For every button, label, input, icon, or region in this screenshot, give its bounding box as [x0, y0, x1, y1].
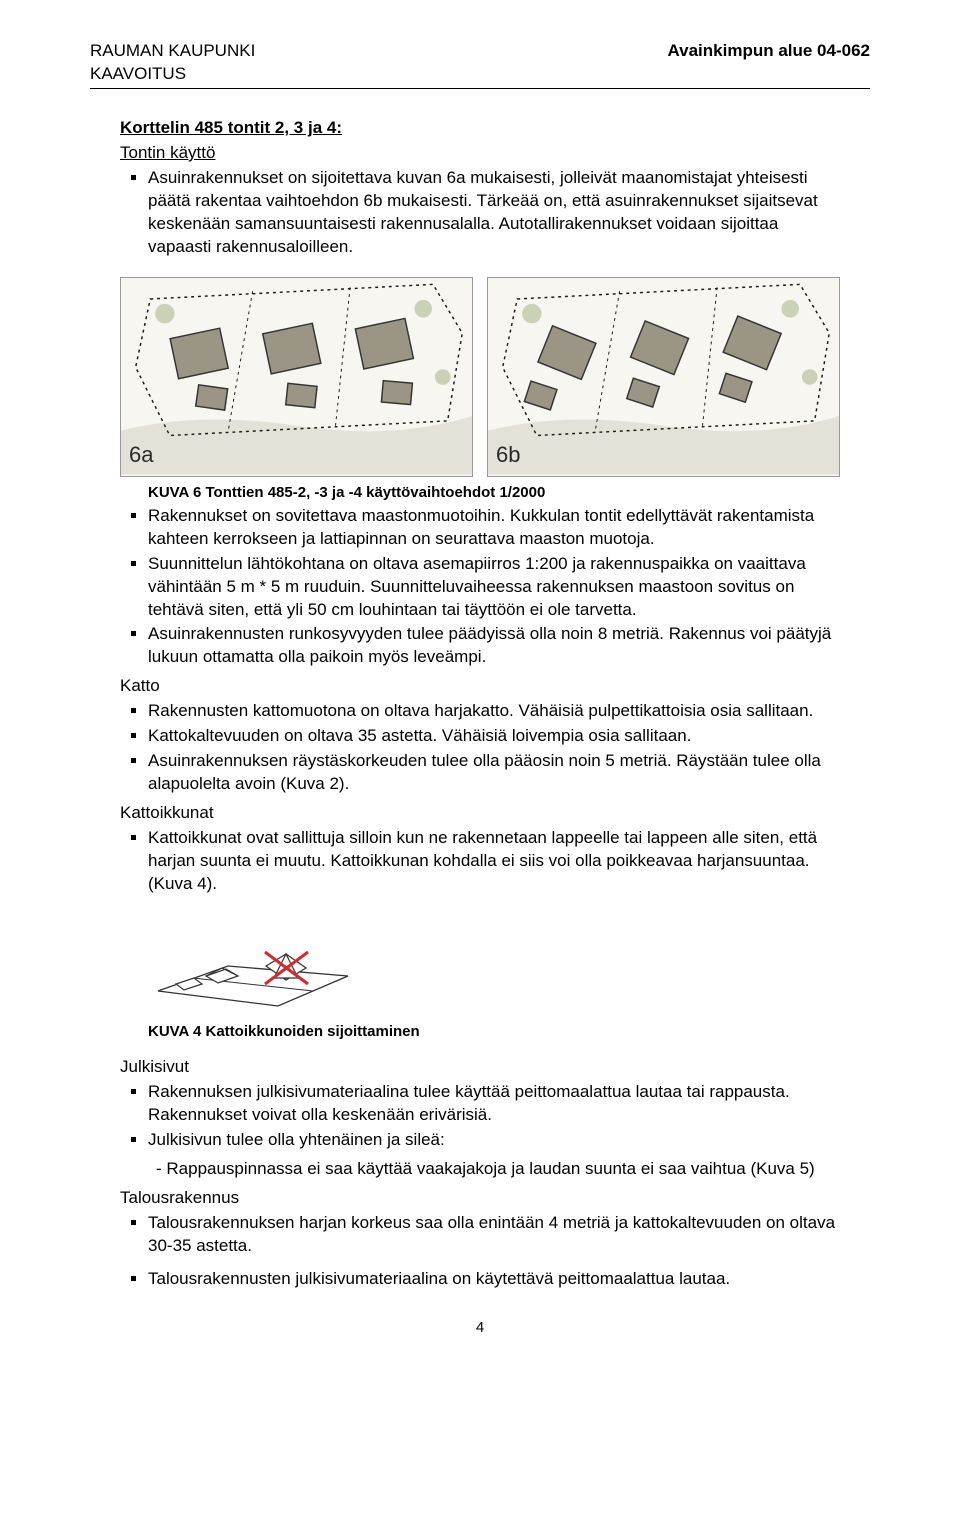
figure-6-caption: KUVA 6 Tonttien 485-2, -3 ja -4 käyttöva… [148, 483, 840, 503]
list-item: Rakennuksen julkisivumateriaalina tulee … [148, 1081, 840, 1127]
list-item: Julkisivun tulee olla yhtenäinen ja sile… [148, 1129, 840, 1152]
document-body: Korttelin 485 tontit 2, 3 ja 4: Tontin k… [90, 117, 870, 1291]
intro-bullet-list: Asuinrakennukset on sijoitettava kuvan 6… [120, 167, 840, 259]
julkisivut-bullet-list: Rakennuksen julkisivumateriaalina tulee … [120, 1081, 840, 1152]
list-item: Rakennukset on sovitettava maastonmuotoi… [148, 505, 840, 551]
tontti-subtitle: Tontin käyttö [120, 142, 840, 165]
list-item: Talousrakennuksen harjan korkeus saa oll… [148, 1212, 840, 1258]
list-item: Asuinrakennuksen räystäskorkeuden tulee … [148, 750, 840, 796]
talousrakennus-heading: Talousrakennus [120, 1187, 840, 1210]
header-right: Avainkimpun alue 04-062 [667, 40, 870, 63]
after-figure-bullet-list: Rakennukset on sovitettava maastonmuotoi… [120, 505, 840, 670]
page-number: 4 [90, 1318, 870, 1338]
figure-4-caption: KUVA 4 Kattoikkunoiden sijoittaminen [148, 1022, 840, 1042]
header-divider [90, 88, 870, 89]
figure-6b-label: 6b [496, 440, 520, 470]
org-line-2: KAAVOITUS [90, 63, 255, 86]
site-plan-6b-svg [488, 278, 839, 476]
list-item: Kattokaltevuuden on oltava 35 astetta. V… [148, 725, 840, 748]
site-plan-6b: 6b [487, 277, 840, 477]
figure-6a-label: 6a [129, 440, 153, 470]
list-item: Asuinrakennusten runkosyvyyden tulee pää… [148, 623, 840, 669]
julkisivut-dash-line: - Rappauspinnassa ei saa käyttää vaakaja… [120, 1158, 840, 1181]
list-item: Rakennusten kattomuotona on oltava harja… [148, 700, 840, 723]
page-header: RAUMAN KAUPUNKI KAAVOITUS Avainkimpun al… [90, 40, 870, 86]
talousrakennus-bullet-list: Talousrakennuksen harjan korkeus saa oll… [120, 1212, 840, 1291]
julkisivut-heading: Julkisivut [120, 1056, 840, 1079]
kattoikkunat-bullet-list: Kattoikkunat ovat sallittuja silloin kun… [120, 827, 840, 896]
site-plan-6a-svg [121, 278, 472, 476]
list-item: Asuinrakennukset on sijoitettava kuvan 6… [148, 167, 840, 259]
figure-4 [148, 906, 840, 1016]
kattoikkunat-heading: Kattoikkunat [120, 802, 840, 825]
figure-4-svg [148, 906, 358, 1016]
figure-6: 6a [120, 277, 840, 477]
list-item: Suunnittelun lähtökohtana on oltava asem… [148, 553, 840, 622]
header-left: RAUMAN KAUPUNKI KAAVOITUS [90, 40, 255, 86]
doc-title: Avainkimpun alue 04-062 [667, 40, 870, 63]
list-item: Kattoikkunat ovat sallittuja silloin kun… [148, 827, 840, 896]
katto-heading: Katto [120, 675, 840, 698]
katto-bullet-list: Rakennusten kattomuotona on oltava harja… [120, 700, 840, 796]
list-item: Talousrakennusten julkisivumateriaalina … [148, 1268, 840, 1291]
org-line-1: RAUMAN KAUPUNKI [90, 40, 255, 63]
section-title: Korttelin 485 tontit 2, 3 ja 4: [120, 117, 840, 140]
site-plan-6a: 6a [120, 277, 473, 477]
